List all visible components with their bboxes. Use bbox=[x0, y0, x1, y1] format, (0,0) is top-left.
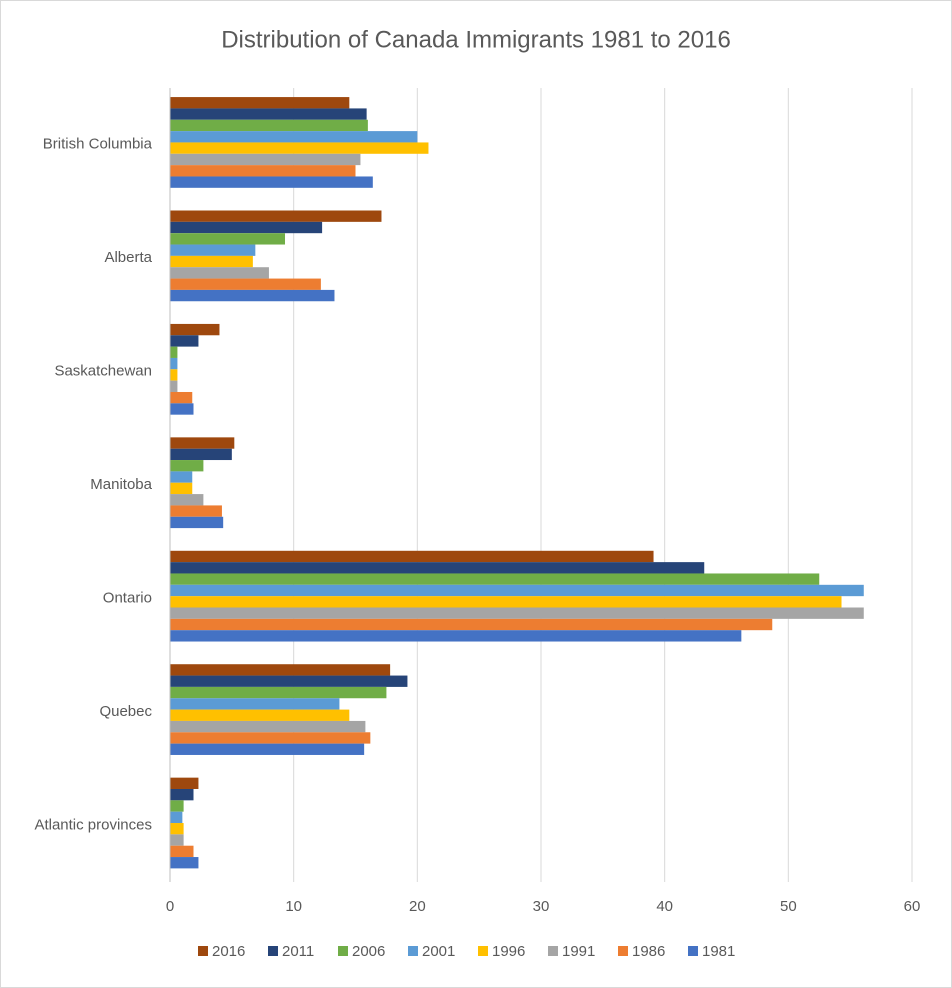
legend-swatch bbox=[548, 946, 558, 956]
bar bbox=[170, 357, 178, 370]
bar bbox=[170, 550, 654, 563]
bar bbox=[170, 811, 183, 824]
bar bbox=[170, 800, 184, 812]
legend-label: 2016 bbox=[212, 943, 245, 960]
y-tick-label: Manitoba bbox=[90, 476, 152, 493]
bar bbox=[170, 97, 350, 109]
bar bbox=[170, 233, 286, 245]
x-tick-label: 40 bbox=[656, 898, 673, 915]
legend-swatch bbox=[618, 946, 628, 956]
legend-swatch bbox=[338, 946, 348, 956]
legend-swatch bbox=[408, 946, 418, 956]
y-tick-label: Alberta bbox=[104, 249, 152, 266]
bar bbox=[170, 777, 199, 789]
bar bbox=[170, 278, 321, 290]
bar bbox=[170, 437, 235, 449]
bar bbox=[170, 119, 368, 132]
bar bbox=[170, 720, 366, 733]
y-tick-label: British Columbia bbox=[43, 136, 153, 153]
chart-title: Distribution of Canada Immigrants 1981 t… bbox=[221, 26, 731, 53]
bar bbox=[170, 584, 864, 597]
bar bbox=[170, 153, 361, 166]
legend-label: 2011 bbox=[282, 943, 314, 960]
y-tick-label: Ontario bbox=[103, 589, 152, 606]
bar bbox=[170, 698, 340, 710]
legend-label: 1981 bbox=[702, 943, 735, 960]
bar bbox=[170, 482, 193, 495]
bar bbox=[170, 573, 820, 585]
bar bbox=[170, 471, 193, 483]
bar bbox=[170, 448, 232, 461]
bar bbox=[170, 505, 222, 517]
x-tick-label: 0 bbox=[166, 898, 174, 915]
bar bbox=[170, 460, 204, 472]
legend-label: 1996 bbox=[492, 943, 525, 960]
bar bbox=[170, 335, 199, 347]
bar bbox=[170, 675, 408, 687]
legend-label: 1986 bbox=[632, 943, 665, 960]
bar bbox=[170, 516, 224, 529]
bar bbox=[170, 289, 335, 302]
x-tick-label: 60 bbox=[904, 898, 921, 915]
bar bbox=[170, 494, 204, 506]
legend-swatch bbox=[688, 946, 698, 956]
bar bbox=[170, 165, 356, 177]
bar bbox=[170, 267, 269, 279]
x-tick-label: 50 bbox=[780, 898, 797, 915]
bar bbox=[170, 369, 178, 381]
legend-label: 1991 bbox=[562, 943, 595, 960]
legend-swatch bbox=[198, 946, 208, 956]
bar bbox=[170, 686, 387, 699]
bar bbox=[170, 743, 365, 755]
bar bbox=[170, 596, 842, 608]
bar bbox=[170, 834, 184, 846]
bar bbox=[170, 403, 194, 415]
bar bbox=[170, 630, 742, 642]
legend-swatch bbox=[268, 946, 278, 956]
bar bbox=[170, 607, 864, 619]
bar bbox=[170, 221, 323, 234]
bar bbox=[170, 131, 418, 143]
bar bbox=[170, 732, 371, 744]
bar bbox=[170, 664, 391, 676]
bar bbox=[170, 346, 178, 358]
bar bbox=[170, 108, 367, 120]
x-tick-label: 30 bbox=[533, 898, 550, 915]
legend-label: 2001 bbox=[422, 943, 455, 960]
bar bbox=[170, 618, 773, 631]
bar bbox=[170, 845, 194, 858]
bar bbox=[170, 244, 256, 256]
y-tick-label: Saskatchewan bbox=[54, 363, 152, 380]
legend-swatch bbox=[478, 946, 488, 956]
bar bbox=[170, 380, 178, 392]
legend-label: 2006 bbox=[352, 943, 385, 960]
bar bbox=[170, 562, 705, 574]
bar bbox=[170, 391, 193, 404]
x-tick-label: 20 bbox=[409, 898, 426, 915]
bar bbox=[170, 142, 429, 154]
bar bbox=[170, 857, 199, 869]
bar bbox=[170, 709, 350, 721]
bar bbox=[170, 788, 194, 801]
bar bbox=[170, 210, 382, 222]
bar bbox=[170, 323, 220, 336]
y-tick-label: Atlantic provinces bbox=[34, 816, 152, 833]
y-tick-label: Quebec bbox=[99, 703, 152, 720]
bar bbox=[170, 823, 184, 835]
bar bbox=[170, 176, 373, 188]
bar bbox=[170, 255, 253, 268]
x-tick-label: 10 bbox=[285, 898, 302, 915]
